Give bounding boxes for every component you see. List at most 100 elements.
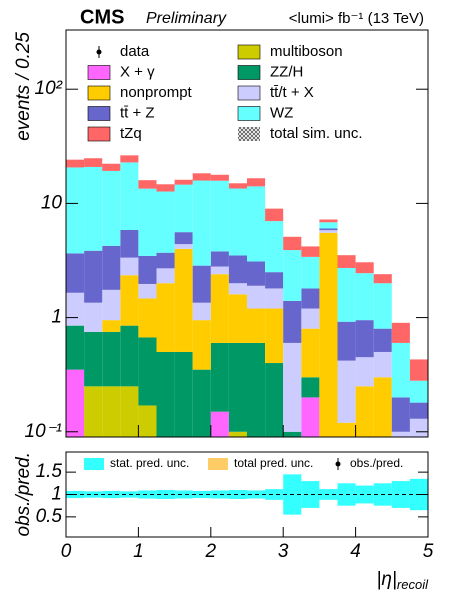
stack-segment <box>210 274 229 343</box>
stack-segment <box>373 377 392 437</box>
stack-segment <box>120 275 139 326</box>
x-axis-title: |η|recoil <box>377 569 430 592</box>
stack-segment <box>156 252 175 269</box>
stack-segment <box>174 232 193 245</box>
stack-segment <box>301 288 320 309</box>
stack-segment <box>319 232 338 437</box>
stack-segment <box>138 255 157 284</box>
stack-segment <box>66 292 85 326</box>
stack-segment <box>409 402 428 419</box>
stack-segment <box>102 331 121 387</box>
stack-segment <box>120 155 139 163</box>
stack-segment <box>283 236 302 251</box>
legend-label: X + γ <box>120 63 155 80</box>
stack-segment <box>192 265 211 303</box>
stack-segment <box>210 174 229 181</box>
stack-segment <box>174 184 193 233</box>
stack-segment <box>319 222 338 229</box>
stack-segment <box>247 308 266 343</box>
stack-segment <box>301 377 320 398</box>
stack-segment <box>391 342 410 398</box>
stack-segment <box>138 188 157 256</box>
stack-segment <box>228 283 247 295</box>
y-tick-label: 1.5 <box>36 461 63 482</box>
y-axis-title: events / 0.25 <box>13 32 34 141</box>
stack-segment <box>174 244 193 249</box>
stack-segment <box>355 273 374 321</box>
stack-segment <box>84 331 103 387</box>
stack-segment <box>210 411 229 437</box>
stack-segment <box>174 248 193 352</box>
legend-label: nonprompt <box>120 84 193 101</box>
x-tick-label: 2 <box>205 541 217 562</box>
stack-segment <box>409 359 428 381</box>
legend-label: total pred. unc. <box>234 456 313 470</box>
x-tick-label: 0 <box>61 541 72 562</box>
stack-segment <box>156 283 175 352</box>
stat-band <box>210 490 229 499</box>
stack-segment <box>84 158 103 167</box>
stack-segment <box>102 289 121 321</box>
stack-segment <box>210 251 229 267</box>
stack-segment <box>192 369 211 437</box>
stack-segment <box>355 262 374 274</box>
stat-band <box>355 485 374 504</box>
legend-swatch <box>237 106 261 121</box>
stack-segment <box>66 325 85 370</box>
stack-segment <box>319 219 338 223</box>
legend-swatch <box>87 126 111 142</box>
legend-swatch <box>237 65 261 80</box>
stat-band <box>174 490 193 499</box>
stack-segment <box>301 256 320 289</box>
y-tick-label: 10 <box>41 192 63 213</box>
x-tick-label: 1 <box>133 541 144 562</box>
cms-label: CMS <box>80 6 124 28</box>
stack-segment <box>138 180 157 189</box>
stack-segment <box>228 183 247 189</box>
stack-segment <box>337 267 356 322</box>
stack-segment <box>301 328 320 378</box>
stack-segment <box>373 328 392 352</box>
stack-segment <box>102 386 121 437</box>
legend-label: obs./pred. <box>350 456 403 470</box>
stack-segment <box>138 337 157 406</box>
stack-segment <box>265 272 284 289</box>
stack-segment <box>228 188 247 256</box>
stack-segment <box>120 257 139 276</box>
stack-segment <box>210 180 229 252</box>
stack-segment <box>337 255 356 268</box>
stack-segment <box>265 208 284 222</box>
stack-segment <box>66 159 85 168</box>
stack-segment <box>391 397 410 432</box>
stack-segment <box>283 300 302 343</box>
stack-segment <box>102 163 121 171</box>
legend-label: multiboson <box>270 43 343 60</box>
legend-swatch <box>87 85 111 101</box>
stack-segment <box>138 405 157 437</box>
stack-segment <box>174 351 193 437</box>
stack-segment <box>247 342 266 437</box>
stack-segment <box>120 386 139 437</box>
stack-segment <box>192 320 211 370</box>
stack-segment <box>265 288 284 309</box>
stack-segment <box>84 166 103 251</box>
stack-segment <box>192 180 211 266</box>
stack-segment <box>409 380 428 403</box>
stack-segment <box>84 386 103 437</box>
legend-swatch <box>87 65 111 80</box>
stack-segment <box>391 322 410 343</box>
y-tick-label: 10⁻¹ <box>25 421 63 442</box>
stack-segment <box>247 186 266 262</box>
stat-band <box>301 481 320 508</box>
stack-segment <box>192 173 211 181</box>
stat-band <box>265 489 284 500</box>
legend-label: tZq <box>120 125 142 142</box>
stack-segment <box>84 302 103 332</box>
ratio-y-axis-title: obs./pred. <box>13 452 34 537</box>
stack-segment <box>192 302 211 321</box>
legend-label: total sim. unc. <box>270 125 363 142</box>
stack-segment <box>373 351 392 378</box>
stack-segment <box>301 308 320 329</box>
stack-segment <box>138 283 157 299</box>
stack-segment <box>319 230 338 233</box>
